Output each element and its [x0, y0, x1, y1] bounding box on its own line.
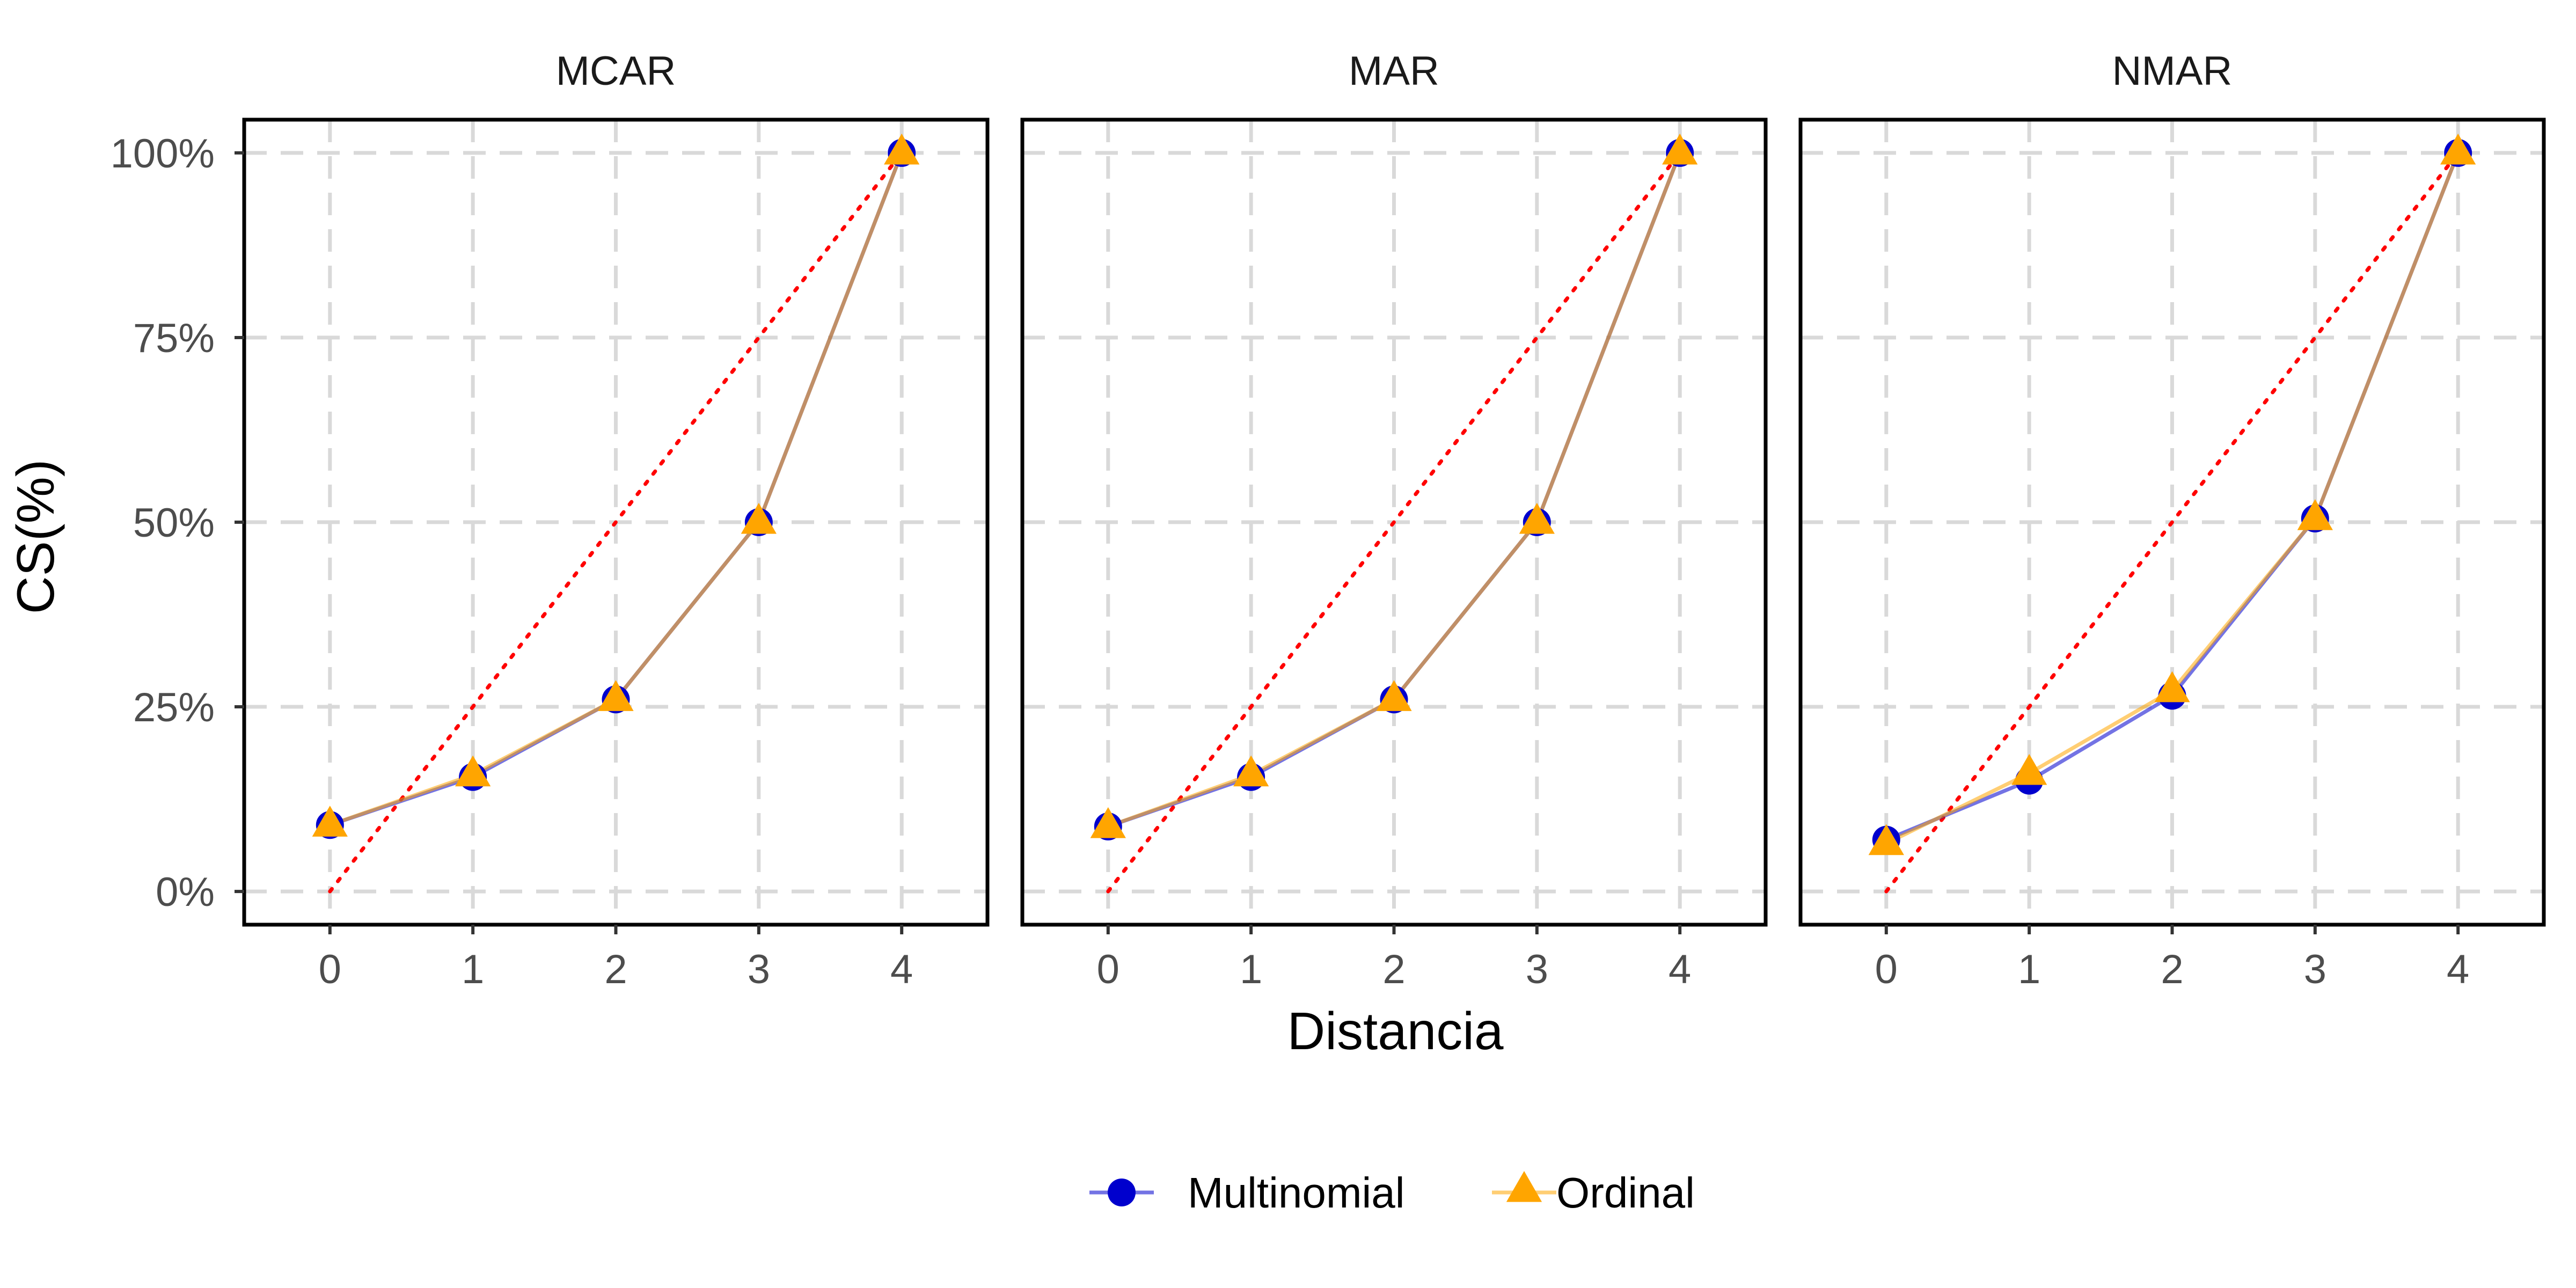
x-tick-label: 4 [1668, 947, 1691, 992]
x-tick-label: 2 [1382, 947, 1405, 992]
point-ordinal [455, 755, 491, 787]
x-tick-label: 4 [2447, 947, 2469, 992]
y-tick-label: 0% [156, 869, 215, 915]
x-tick-label: 4 [890, 947, 913, 992]
y-tick-label: 100% [111, 131, 215, 177]
x-axis-title: Distancia [1287, 1001, 1504, 1060]
y-axis-title: CS(%) [6, 459, 65, 614]
panels-layer: MCAR 0 1 2 3 4 0% 25% 50% 75% 100% MAR 0 1 2 3 4 NMAR 0 1 2 3… [111, 48, 2546, 992]
x-tick-label: 1 [2018, 947, 2040, 992]
panel-title: NMAR [2112, 48, 2233, 94]
x-tick-label: 3 [748, 947, 770, 992]
point-ordinal [2440, 133, 2476, 165]
x-tick-label: 0 [1097, 947, 1119, 992]
reference-line [1106, 151, 1682, 894]
point-ordinal [1662, 133, 1698, 165]
point-ordinal [1519, 503, 1555, 534]
x-tick-label: 2 [2161, 947, 2183, 992]
point-ordinal [2011, 753, 2047, 785]
point-ordinal [1233, 755, 1269, 787]
point-ordinal [2154, 671, 2190, 702]
point-ordinal [2297, 499, 2333, 530]
point-ordinal [312, 806, 348, 837]
y-tick-label: 50% [133, 500, 215, 546]
x-tick-label: 1 [462, 947, 484, 992]
y-tick-label: 75% [133, 316, 215, 361]
legend-key-marker [1108, 1179, 1136, 1206]
point-ordinal [884, 133, 920, 165]
legend-label: Ordinal [1556, 1169, 1695, 1217]
point-ordinal [598, 680, 634, 711]
legend-item-multinomial: Multinomial [1089, 1169, 1405, 1217]
x-tick-label: 1 [1240, 947, 1262, 992]
x-tick-label: 0 [319, 947, 341, 992]
panel-mar: MAR 0 1 2 3 4 [1020, 48, 1768, 992]
x-tick-label: 3 [2304, 947, 2326, 992]
point-ordinal [1376, 680, 1412, 711]
legend-item-ordinal: Ordinal [1492, 1169, 1695, 1217]
reference-line [1884, 151, 2460, 894]
panel-title: MAR [1349, 48, 1439, 94]
x-tick-label: 3 [1526, 947, 1548, 992]
legend: Multinomial Ordinal [1089, 1169, 1695, 1217]
panel-mcar: MCAR 0 1 2 3 4 0% 25% 50% 75% 100% [111, 48, 990, 992]
point-ordinal [1090, 807, 1126, 838]
panel-title: MCAR [556, 48, 676, 94]
panel-nmar: NMAR 0 1 2 3 4 [1798, 48, 2546, 992]
legend-label: Multinomial [1188, 1169, 1405, 1217]
legend-key-marker [1506, 1171, 1542, 1202]
reference-line [328, 151, 904, 894]
x-tick-label: 2 [604, 947, 627, 992]
point-ordinal [1868, 824, 1904, 855]
y-tick-label: 25% [133, 685, 215, 730]
point-ordinal [741, 503, 777, 534]
x-tick-label: 0 [1875, 947, 1898, 992]
